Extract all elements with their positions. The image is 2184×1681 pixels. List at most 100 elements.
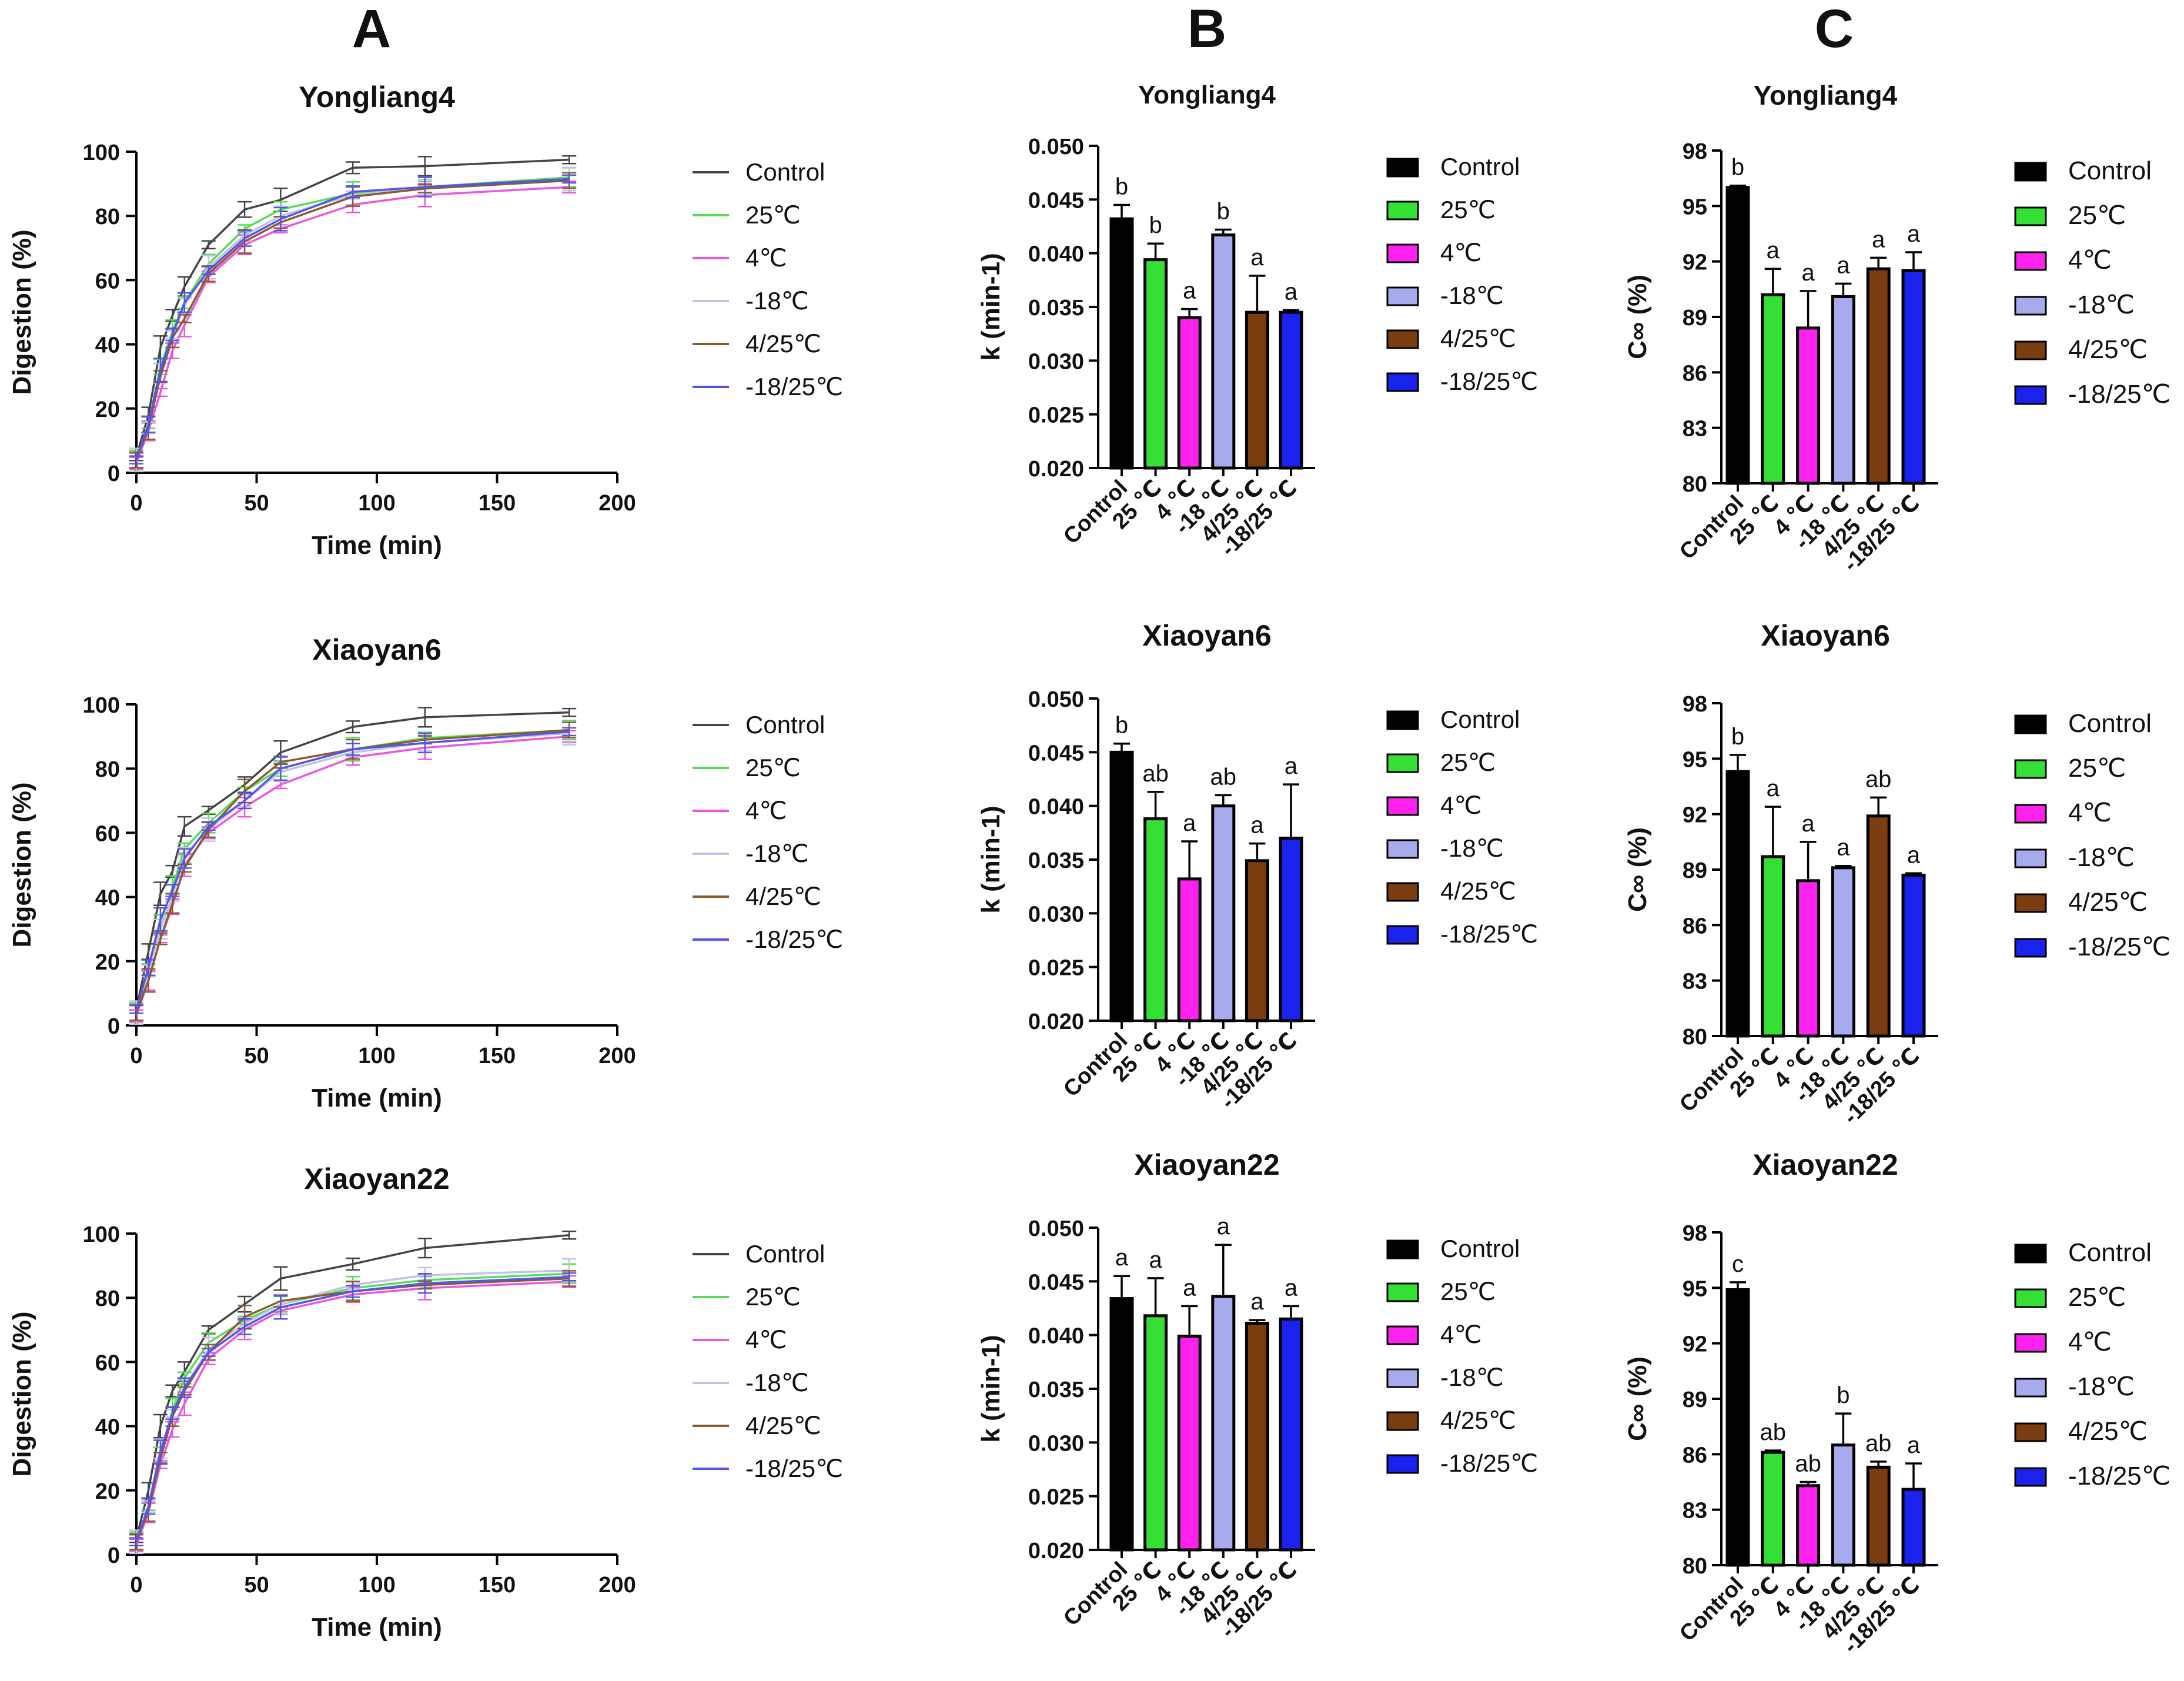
y-tick-label: 100 (83, 1222, 120, 1247)
y-tick-label: 0.040 (1028, 1324, 1084, 1349)
significance-letter: ab (1795, 1451, 1821, 1477)
bar-1 (1725, 770, 1750, 1038)
legend-swatch-2 (2014, 206, 2047, 226)
x-tick-label: 150 (479, 491, 516, 516)
bar-4 (1211, 233, 1236, 470)
y-axis-label: k (min-1) (976, 253, 1005, 360)
y-tick-label: 0 (108, 1543, 120, 1568)
y-axis-label: Digestion (%) (8, 229, 36, 395)
legend-swatch-2 (2014, 759, 2047, 779)
bar-1 (1109, 750, 1134, 1022)
legend-swatch-1 (2014, 1244, 2047, 1264)
legend-label-5: 4/25℃ (1440, 877, 1516, 905)
legend-swatch-1 (1386, 710, 1419, 730)
legend-label-4: -18℃ (1440, 282, 1504, 309)
legend-label-2: 25℃ (1440, 1278, 1496, 1305)
legend-label-4: -18℃ (1440, 1363, 1504, 1391)
legend-label-3: 4℃ (1440, 239, 1482, 266)
y-tick-label: 0.035 (1028, 1378, 1084, 1402)
legend-label-2: 25℃ (745, 201, 801, 229)
legend-label-6: -18/25℃ (2068, 1462, 2170, 1490)
legend-swatch-4 (2014, 848, 2047, 868)
y-tick-label: 100 (83, 693, 120, 718)
y-tick-label: 86 (1683, 361, 1707, 386)
y-tick-label: 95 (1683, 1276, 1707, 1301)
y-tick-label: 0.030 (1028, 1431, 1084, 1456)
y-tick-label: 98 (1683, 692, 1707, 717)
significance-letter: a (1767, 776, 1780, 801)
significance-letter: a (1250, 813, 1264, 838)
x-axis-label: Time (min) (312, 531, 442, 560)
bar-4 (1211, 804, 1236, 1022)
significance-letter: a (1183, 278, 1196, 304)
y-tick-label: 83 (1683, 970, 1707, 994)
significance-letter: a (1801, 260, 1815, 286)
y-tick-label: 98 (1683, 139, 1707, 164)
legend-swatch-4 (2014, 296, 2047, 316)
legend-label-2: 25℃ (2068, 1283, 2126, 1312)
x-axis-label: Time (min) (312, 1613, 442, 1642)
x-axis-label: Time (min) (312, 1084, 442, 1112)
bar-1 (1725, 186, 1750, 485)
y-tick-label: 20 (95, 1479, 120, 1504)
y-tick-label: 89 (1683, 306, 1707, 330)
column-label-c: C (1815, 0, 1854, 59)
legend-label-5: 4/25℃ (2068, 1417, 2148, 1446)
y-axis-label: k (min-1) (976, 1335, 1005, 1442)
y-axis-label: C∞ (%) (1623, 1356, 1652, 1441)
legend-swatch-1 (2014, 714, 2047, 734)
legend-swatch-6 (1386, 1454, 1419, 1474)
legend-label-5: 4/25℃ (745, 883, 821, 910)
significance-letter: a (1872, 226, 1885, 252)
y-tick-label: 92 (1683, 1332, 1707, 1357)
y-tick-label: 0.035 (1028, 296, 1084, 320)
legend-swatch-3 (1386, 1325, 1419, 1345)
significance-letter: a (1250, 245, 1264, 270)
significance-letter: ab (1142, 761, 1169, 787)
y-tick-label: 86 (1683, 914, 1707, 938)
y-tick-label: 0 (108, 462, 120, 486)
y-tick-label: 80 (1683, 472, 1707, 497)
y-axis-label: k (min-1) (976, 806, 1005, 913)
bar-5 (1866, 814, 1891, 1038)
legend-label-3: 4℃ (2068, 798, 2112, 827)
y-tick-label: 83 (1683, 417, 1707, 442)
y-tick-label: 92 (1683, 803, 1707, 828)
chart-title: Xiaoyan6 (1761, 619, 1890, 652)
y-tick-label: 0.020 (1028, 457, 1084, 482)
significance-letter: a (1217, 1214, 1230, 1239)
significance-letter: a (1837, 835, 1850, 861)
series-line-3 (135, 186, 570, 464)
bar-5 (1245, 310, 1269, 470)
legend-swatch-5 (1386, 329, 1419, 349)
bar-4 (1831, 295, 1855, 485)
y-tick-label: 60 (95, 269, 120, 293)
legend-swatch-5 (1386, 882, 1419, 902)
y-tick-label: 89 (1683, 1388, 1707, 1412)
legend-label-3: 4℃ (2068, 246, 2112, 275)
legend-label-1: Control (2068, 709, 2152, 738)
bar-2 (1761, 1451, 1785, 1567)
legend-label-4: -18℃ (1440, 834, 1504, 862)
bar-6 (1279, 1317, 1303, 1552)
significance-letter: a (1115, 1245, 1129, 1271)
y-tick-label: 92 (1683, 250, 1707, 275)
legend-swatch-6 (1386, 372, 1419, 392)
bar-4 (1211, 1295, 1236, 1552)
chart-title: Yongliang4 (299, 81, 455, 113)
significance-letter: c (1732, 1251, 1744, 1277)
y-axis-label: C∞ (%) (1623, 275, 1652, 359)
significance-letter: a (1801, 811, 1815, 837)
y-tick-label: 0.025 (1028, 956, 1084, 981)
legend-swatch-2 (1386, 200, 1419, 220)
legend-swatch-6 (2014, 1467, 2047, 1487)
bar-3 (1177, 316, 1202, 470)
legend-label-2: 25℃ (2068, 201, 2126, 230)
y-tick-label: 0.035 (1028, 848, 1084, 873)
legend-swatch-2 (1386, 753, 1419, 773)
y-tick-label: 0.030 (1028, 349, 1084, 374)
significance-letter: a (1250, 1289, 1264, 1315)
x-tick-label: 0 (130, 1573, 142, 1598)
